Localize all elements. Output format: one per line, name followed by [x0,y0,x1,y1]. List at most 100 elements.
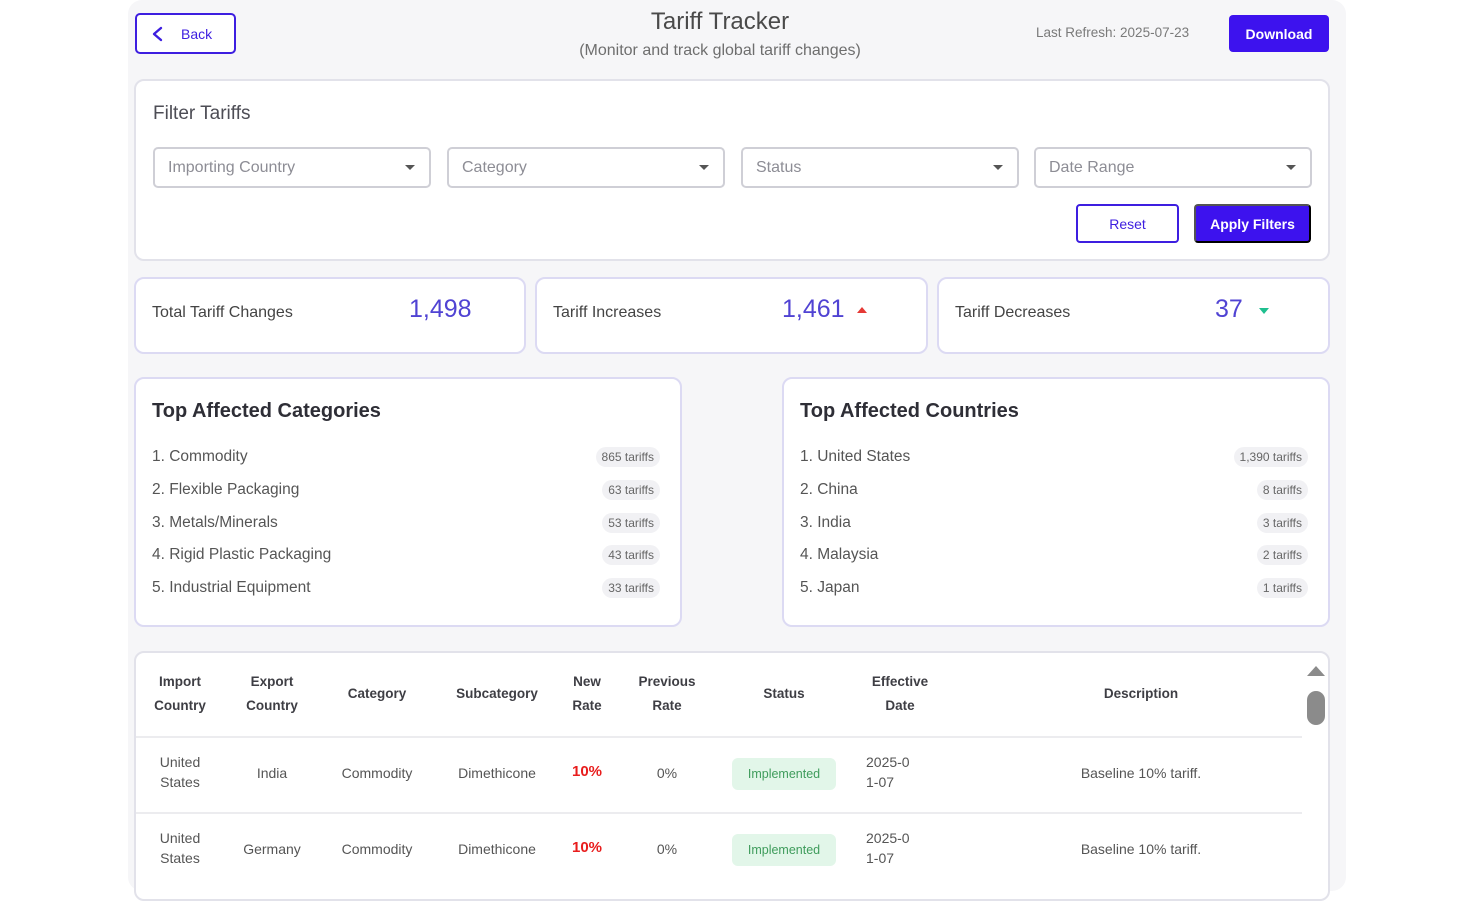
filter-panel: Filter Tariffs Importing Country Categor… [134,79,1330,261]
export-country-cell: India [256,765,288,781]
caret-down-icon [1286,165,1296,170]
status-select[interactable]: Status [741,147,1019,188]
count-badge: 43 tariffs [602,545,660,565]
reset-button[interactable]: Reset [1076,204,1179,243]
column-header[interactable]: New Rate [572,674,602,713]
subcategory-cell: Dimethicone [458,841,536,857]
list-item: 4. Rigid Plastic Packaging 43 tariffs [152,543,660,567]
count-badge: 1 tariffs [1256,578,1308,598]
decreases-card: Tariff Decreases 37 [937,277,1330,354]
last-refresh-text: Last Refresh: 2025-07-23 [1036,25,1190,40]
status-badge: Implemented [732,834,836,866]
page-subtitle: (Monitor and track global tariff changes… [579,42,861,59]
column-header[interactable]: Subcategory [456,686,538,701]
import-country-cell: United States [159,754,201,790]
stat-value: 37 [1215,295,1243,323]
count-badge: 1,390 tariffs [1233,447,1308,467]
category-name: 3. Metals/Minerals [152,514,278,531]
row-divider [136,736,1302,738]
category-name: 4. Rigid Plastic Packaging [152,546,332,563]
category-name: 5. Industrial Equipment [152,579,311,596]
count-badge: 33 tariffs [602,578,660,598]
column-header[interactable]: Import Country [154,674,206,713]
list-item: 1. United States 1,390 tariffs [800,445,1308,469]
count-badge: 8 tariffs [1256,480,1308,500]
list-item: 2. Flexible Packaging 63 tariffs [152,478,660,502]
import-country-cell: United States [159,830,201,866]
subcategory-cell: Dimethicone [458,765,536,781]
effective-date-cell: 2025-01-07 [866,754,910,790]
back-button[interactable]: Back [135,13,236,54]
status-badge: Implemented [732,758,836,790]
back-button-label: Back [181,25,213,42]
country-name: 2. China [800,481,858,498]
category-name: 1. Commodity [152,448,248,465]
stat-label: Tariff Increases [553,304,662,321]
select-placeholder: Importing Country [168,158,296,176]
list-item: 5. Industrial Equipment 33 tariffs [152,576,660,600]
country-name: 5. Japan [800,579,860,596]
chevron-left-icon [152,26,163,41]
column-header[interactable]: Effective Date [871,674,929,713]
category-cell: Commodity [341,765,413,781]
select-placeholder: Category [462,158,527,176]
count-badge: 865 tariffs [595,447,660,467]
importing-country-select[interactable]: Importing Country [153,147,431,188]
app-container: Back Tariff Tracker (Monitor and track g… [128,0,1346,901]
column-header[interactable]: Export Country [246,674,298,713]
caret-down-icon [699,165,709,170]
list-item: 3. Metals/Minerals 53 tariffs [152,511,660,535]
new-rate-cell: 10% [571,763,603,780]
scrollbar-thumb[interactable] [1307,691,1325,725]
category-name: 2. Flexible Packaging [152,481,300,498]
caret-down-icon [993,165,1003,170]
row-divider [136,812,1302,814]
country-name: 4. Malaysia [800,546,879,563]
download-button[interactable]: Download [1229,15,1329,52]
export-country-cell: Germany [243,841,301,857]
column-header[interactable]: Previous Rate [638,674,696,713]
arrow-up-icon [857,307,867,313]
previous-rate-cell: 0% [656,765,678,781]
new-rate-cell: 10% [571,839,603,856]
list-item: 5. Japan 1 tariffs [800,576,1308,600]
stat-value: 1,498 [409,295,472,323]
count-badge: 53 tariffs [602,513,660,533]
count-badge: 63 tariffs [602,480,660,500]
list-item: 4. Malaysia 2 tariffs [800,543,1308,567]
description-cell: Baseline 10% tariff. [1080,841,1202,857]
page-title: Tariff Tracker [650,8,790,35]
previous-rate-cell: 0% [656,841,678,857]
country-name: 1. United States [800,448,911,465]
count-badge: 3 tariffs [1256,513,1308,533]
list-item: 3. India 3 tariffs [800,511,1308,535]
description-cell: Baseline 10% tariff. [1080,765,1202,781]
date-range-select[interactable]: Date Range [1034,147,1312,188]
stat-label: Tariff Decreases [955,304,1071,321]
country-name: 3. India [800,514,851,531]
stat-value: 1,461 [782,295,845,323]
top-countries-card: Top Affected Countries 1. United States … [782,377,1330,627]
category-cell: Commodity [341,841,413,857]
arrow-down-icon [1259,308,1269,314]
top-countries-title: Top Affected Countries [800,400,1019,422]
effective-date-cell: 2025-01-07 [866,830,910,866]
top-categories-card: Top Affected Categories 1. Commodity 865… [134,377,682,627]
column-header[interactable]: Category [347,686,407,701]
select-placeholder: Status [756,158,802,176]
total-changes-card: Total Tariff Changes 1,498 [134,277,526,354]
top-categories-title: Top Affected Categories [152,400,381,422]
list-item: 2. China 8 tariffs [800,478,1308,502]
tariff-table: Import Country Export Country Category S… [134,651,1330,901]
column-header[interactable]: Status [763,686,805,701]
column-header[interactable]: Description [1103,686,1179,701]
select-placeholder: Date Range [1049,158,1135,176]
caret-down-icon [405,165,415,170]
apply-filters-button[interactable]: Apply Filters [1194,204,1311,243]
increases-card: Tariff Increases 1,461 [535,277,928,354]
count-badge: 2 tariffs [1256,545,1308,565]
scroll-up-arrow-icon[interactable] [1307,666,1325,676]
filter-title: Filter Tariffs [153,103,251,124]
category-select[interactable]: Category [447,147,725,188]
stat-label: Total Tariff Changes [152,304,293,321]
